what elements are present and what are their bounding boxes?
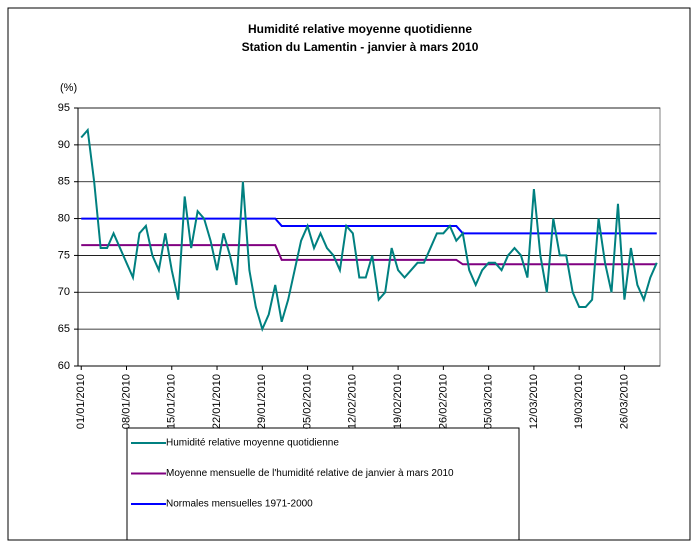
x-tick-label: 22/01/2010 [211,374,223,429]
y-tick-label: 70 [58,286,70,298]
x-tick-label: 12/02/2010 [347,374,359,429]
x-tick-label: 26/02/2010 [437,374,449,429]
x-tick-label: 08/01/2010 [120,374,132,429]
x-tick-label: 26/03/2010 [618,374,630,429]
y-axis-label: (%) [60,82,77,94]
y-tick-label: 65 [58,323,70,335]
x-tick-label: 19/02/2010 [392,374,404,429]
y-tick-label: 75 [58,249,70,261]
y-tick-label: 95 [58,102,70,114]
x-tick-label: 19/03/2010 [573,374,585,429]
y-tick-label: 80 [58,212,70,224]
chart-title: Humidité relative moyenne quotidienne [248,22,472,36]
y-tick-label: 85 [58,176,70,188]
y-tick-label: 90 [58,139,70,151]
legend-label: Humidité relative moyenne quotidienne [166,438,339,449]
series-line [80,127,658,333]
series-line [81,217,657,235]
series-line [81,244,657,266]
legend [126,427,520,541]
x-tick-label: 05/02/2010 [301,374,313,429]
x-tick-label: 12/03/2010 [528,374,540,429]
legend-label: Moyenne mensuelle de l'humidité relative… [166,468,454,479]
x-tick-label: 15/01/2010 [166,374,178,429]
legend-label: Normales mensuelles 1971-2000 [166,499,313,510]
x-tick-label: 29/01/2010 [256,374,268,429]
y-tick-label: 60 [58,360,70,372]
x-tick-label: 01/01/2010 [75,374,87,429]
chart-subtitle: Station du Lamentin - janvier à mars 201… [242,40,479,54]
x-tick-label: 05/03/2010 [483,374,495,429]
